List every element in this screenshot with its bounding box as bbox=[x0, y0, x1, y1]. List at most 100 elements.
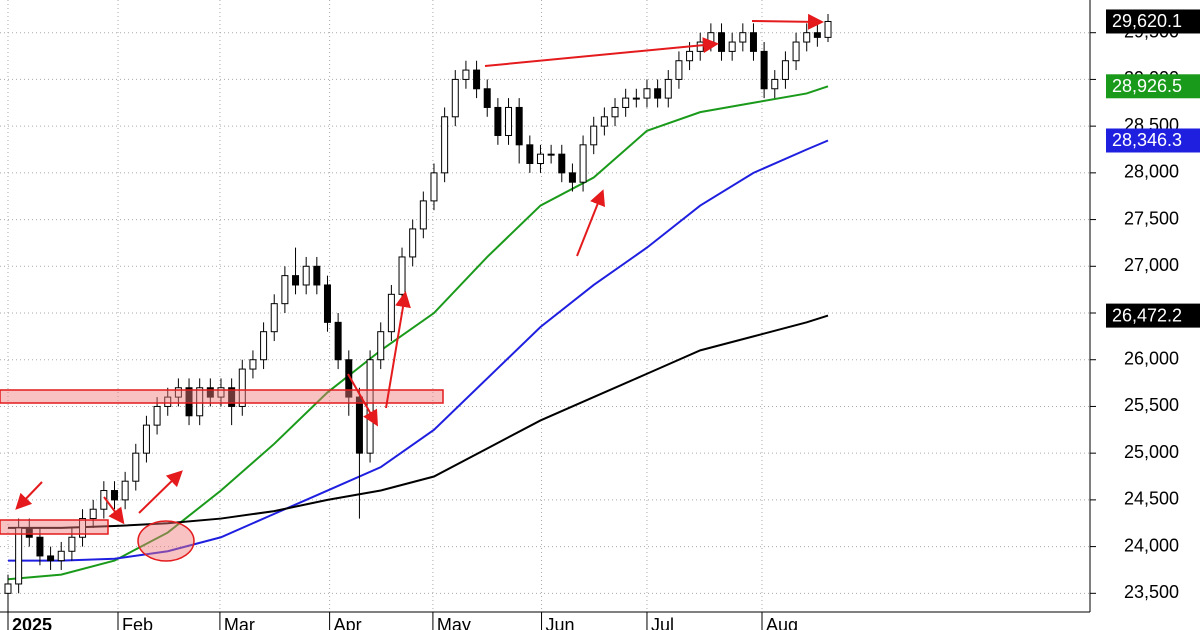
x-tick-label: May bbox=[437, 615, 471, 630]
crossover-circle bbox=[137, 520, 195, 562]
candle-body bbox=[803, 32, 811, 43]
candle-body bbox=[302, 265, 310, 286]
candle-body bbox=[600, 116, 608, 127]
candle-body bbox=[36, 536, 44, 557]
arrow bbox=[385, 291, 411, 409]
candle-body bbox=[387, 293, 395, 333]
candle-body bbox=[25, 527, 33, 538]
y-tick-label: 27,000 bbox=[1124, 255, 1179, 275]
y-tick-label: 24,000 bbox=[1124, 535, 1179, 555]
candle-body bbox=[611, 106, 619, 118]
price-label-box bbox=[1106, 303, 1200, 328]
arrow bbox=[347, 373, 378, 427]
x-tick-label: Feb bbox=[122, 615, 153, 630]
candle-body bbox=[4, 583, 12, 594]
candle-body bbox=[142, 424, 150, 454]
candle-body bbox=[196, 387, 204, 417]
candle-body bbox=[68, 536, 76, 552]
candle-body bbox=[132, 452, 140, 482]
candle-body bbox=[590, 125, 598, 146]
y-tick-label: 23,500 bbox=[1124, 582, 1179, 602]
candle-body bbox=[483, 88, 491, 108]
moving-average-line bbox=[7, 85, 829, 581]
candle-body bbox=[355, 396, 363, 454]
candle-body bbox=[579, 144, 587, 183]
candle-body bbox=[664, 78, 672, 99]
candle-body bbox=[739, 32, 747, 43]
candle-body bbox=[494, 106, 502, 136]
arrow bbox=[103, 496, 125, 525]
candle-body bbox=[749, 32, 757, 52]
candle-body bbox=[536, 153, 544, 165]
x-tick-label: Apr bbox=[334, 615, 362, 630]
candle-body bbox=[323, 284, 331, 323]
x-tick-label: Jul bbox=[651, 615, 674, 630]
candle-body bbox=[451, 78, 459, 118]
price-label-box bbox=[1106, 128, 1200, 153]
candle-body bbox=[345, 359, 353, 398]
candle-body bbox=[238, 368, 246, 407]
annotations bbox=[0, 389, 444, 562]
y-tick-label: 26,000 bbox=[1124, 348, 1179, 368]
candle-body bbox=[377, 331, 385, 361]
candle-body bbox=[260, 331, 268, 361]
y-tick-label: 25,500 bbox=[1124, 395, 1179, 415]
candle-body bbox=[686, 50, 694, 62]
candle-body bbox=[760, 50, 768, 90]
candle-body bbox=[79, 518, 87, 538]
candle-body bbox=[419, 200, 427, 230]
candle-body bbox=[249, 359, 257, 370]
arrows bbox=[15, 13, 824, 525]
candle-body bbox=[398, 256, 406, 295]
candle-body bbox=[217, 387, 225, 398]
candle-body bbox=[281, 275, 289, 305]
candle-body bbox=[632, 97, 640, 100]
candle-body bbox=[696, 41, 704, 52]
price-label: 29,620.1 bbox=[1112, 11, 1182, 31]
candle-body bbox=[515, 106, 523, 146]
candle-body bbox=[15, 527, 23, 585]
candle-body bbox=[473, 69, 481, 90]
candle-body bbox=[718, 32, 726, 52]
x-tick-label: Jun bbox=[546, 615, 575, 630]
candle-body bbox=[174, 387, 182, 398]
candle-body bbox=[728, 41, 736, 52]
candle-body bbox=[781, 60, 789, 80]
price-label: 28,346.3 bbox=[1112, 130, 1182, 150]
arrow bbox=[484, 37, 719, 67]
candle-body bbox=[813, 32, 821, 38]
moving-average-line bbox=[7, 139, 829, 562]
candle-body bbox=[675, 60, 683, 80]
candle-body bbox=[206, 387, 214, 398]
arrow bbox=[138, 470, 183, 514]
candle-body bbox=[164, 396, 172, 407]
y-tick-label: 24,500 bbox=[1124, 489, 1179, 509]
grid-layer bbox=[0, 0, 1090, 612]
candle-body bbox=[313, 265, 321, 286]
marks-layer bbox=[4, 14, 832, 612]
price-label-box bbox=[1106, 74, 1200, 99]
candle-body bbox=[441, 116, 449, 174]
candle-body bbox=[505, 106, 513, 136]
arrow bbox=[15, 481, 43, 510]
price-label-box bbox=[1106, 9, 1200, 34]
candle-body bbox=[121, 480, 129, 501]
price-label: 28,926.5 bbox=[1112, 76, 1182, 96]
candle-body bbox=[792, 41, 800, 62]
candle-body bbox=[409, 228, 417, 258]
support-zone bbox=[0, 389, 444, 404]
candle-body bbox=[110, 490, 118, 501]
x-tick-label: Aug bbox=[766, 615, 798, 630]
x-tick-label: 2025 bbox=[12, 615, 52, 630]
y-tick-label: 28,000 bbox=[1124, 162, 1179, 182]
price-label: 26,472.2 bbox=[1112, 305, 1182, 325]
candle-body bbox=[568, 172, 576, 183]
candle-body bbox=[430, 172, 438, 202]
candle-body bbox=[292, 275, 300, 286]
support-zone bbox=[0, 519, 109, 535]
candle-body bbox=[558, 153, 566, 174]
candle-body bbox=[824, 20, 832, 38]
candle-body bbox=[366, 359, 374, 454]
